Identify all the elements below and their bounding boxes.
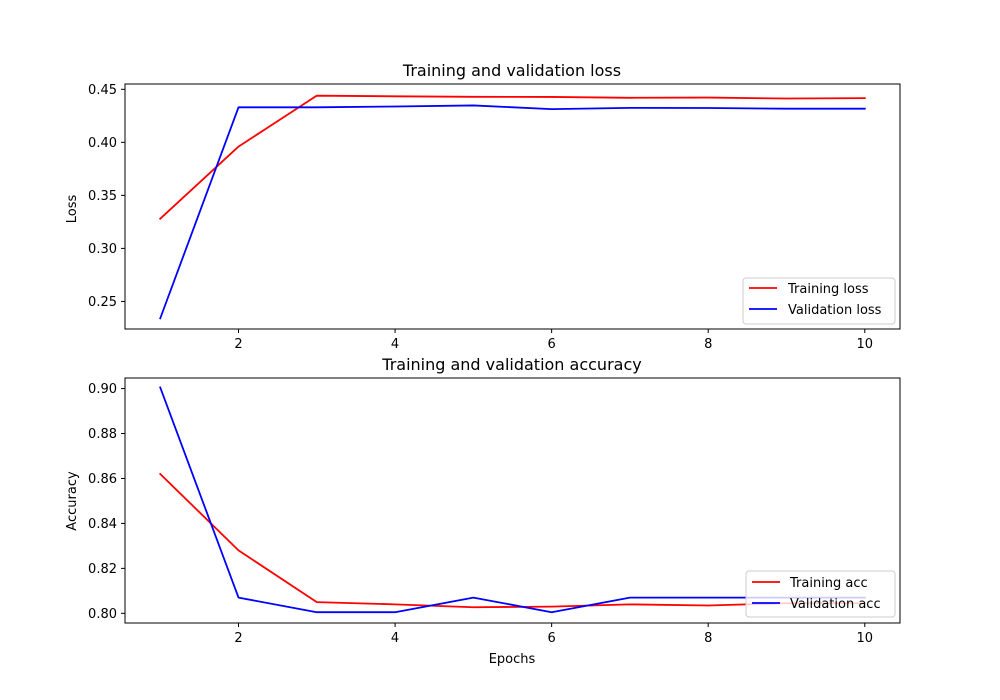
loss-chart-title: Training and validation loss xyxy=(402,61,621,80)
accuracy-chart-title: Training and validation accuracy xyxy=(381,355,641,374)
accuracy-chart-ytick-label: 0.88 xyxy=(88,427,117,442)
loss-chart-ytick-label: 0.40 xyxy=(88,136,117,151)
loss-chart: Training and validation loss Loss 2 4 6 8 10… xyxy=(65,61,901,352)
loss-chart-ytick-label: 0.35 xyxy=(88,189,117,204)
loss-chart-legend: Training loss Validation loss xyxy=(742,277,896,325)
accuracy-chart-xlabel: Epochs xyxy=(489,652,536,667)
accuracy-chart-ytick-label: 0.86 xyxy=(88,472,117,487)
accuracy-chart-xtick-label: 6 xyxy=(548,631,556,646)
loss-chart-series-training-line xyxy=(158,94,866,220)
accuracy-chart-legend-box xyxy=(745,570,896,618)
loss-chart-xtick-label: 2 xyxy=(234,337,242,352)
loss-chart-xtick-label: 6 xyxy=(548,337,556,352)
loss-chart-series-validation-line xyxy=(159,104,866,320)
loss-chart-plot: 2 4 6 8 10 0.25 0.30 0.35 0.40 0.45 xyxy=(88,83,873,352)
accuracy-chart-xtick-label: 10 xyxy=(856,631,873,646)
loss-chart-legend-label-validation: Validation loss xyxy=(788,303,882,318)
loss-chart-legend-box xyxy=(742,277,896,325)
accuracy-chart-frame xyxy=(124,377,901,624)
accuracy-chart-ytick-label: 0.84 xyxy=(88,517,117,532)
accuracy-chart-ytick-label: 0.90 xyxy=(88,382,117,397)
accuracy-chart-xtick-label: 8 xyxy=(704,631,712,646)
loss-chart-ylabel: Loss xyxy=(65,195,80,224)
accuracy-chart-legend: Training acc Validation acc xyxy=(745,570,896,618)
loss-chart-xtick-label: 10 xyxy=(856,337,873,352)
accuracy-chart-ytick-label: 0.82 xyxy=(88,562,117,577)
loss-chart-legend-label-training: Training loss xyxy=(787,282,869,297)
loss-chart-xtick-label: 8 xyxy=(704,337,712,352)
accuracy-chart-xtick-label: 2 xyxy=(234,631,242,646)
loss-chart-xtick-label: 4 xyxy=(391,337,399,352)
accuracy-chart: Training and validation accuracy Accurac… xyxy=(65,355,901,667)
accuracy-chart-ytick-label: 0.80 xyxy=(88,607,117,622)
accuracy-chart-ylabel: Accuracy xyxy=(65,471,80,531)
accuracy-chart-xtick-label: 4 xyxy=(391,631,399,646)
loss-chart-frame xyxy=(124,83,901,330)
loss-chart-ytick-label: 0.30 xyxy=(88,242,117,257)
accuracy-chart-legend-label-validation: Validation acc xyxy=(790,597,881,612)
accuracy-chart-legend-label-training: Training acc xyxy=(789,576,868,591)
loss-chart-ytick-label: 0.25 xyxy=(88,295,117,310)
loss-chart-ytick-label: 0.45 xyxy=(88,83,117,98)
